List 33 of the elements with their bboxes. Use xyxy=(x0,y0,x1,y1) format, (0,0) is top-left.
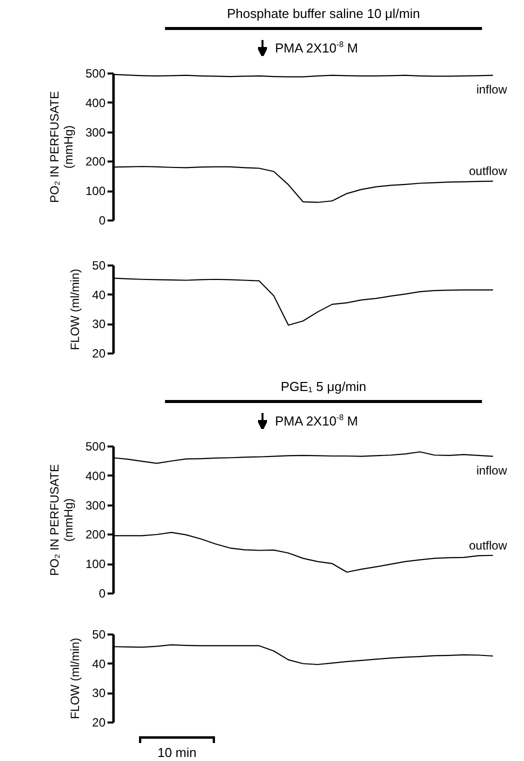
y-axis-title: PO₂ IN PERFUSATE (mmHg) xyxy=(47,464,76,576)
y-tick-label: 300 xyxy=(85,498,106,512)
y-tick-label: 400 xyxy=(85,468,106,483)
y-axis-title: FLOW (ml/min) xyxy=(68,638,82,720)
series-label: outflow xyxy=(468,538,508,552)
y-tick-label: 50 xyxy=(92,628,106,642)
y-tick-label: 0 xyxy=(98,586,106,600)
y-axis-title: FLOW (ml/min) xyxy=(68,268,82,350)
y-tick-label: 30 xyxy=(92,317,106,332)
text: PMA 2X10$^{-8}$ M xyxy=(275,413,358,429)
series-label: inflow xyxy=(476,463,508,478)
y-tick-label: 50 xyxy=(92,258,106,272)
text: PMA 2X10$^{-8}$ M xyxy=(275,40,358,56)
y-axis-title: PO₂ IN PERFUSATE (mmHg) xyxy=(47,91,76,203)
y-tick-label: 20 xyxy=(92,716,106,730)
y-tick-label: 200 xyxy=(85,154,106,169)
y-tick-label: 300 xyxy=(85,125,106,140)
y-tick-label: 500 xyxy=(85,440,106,454)
y-tick-label: 20 xyxy=(92,346,106,360)
y-tick-label: 100 xyxy=(85,557,106,572)
y-tick-label: 100 xyxy=(85,184,106,198)
y-tick-label: 40 xyxy=(92,656,106,671)
y-tick-label: 400 xyxy=(85,96,106,110)
chart-title: PGE₁ 5 μg/min xyxy=(280,379,368,394)
x-axis-title: 10 min xyxy=(156,745,198,760)
series-label: inflow xyxy=(476,82,508,96)
y-tick-label: 200 xyxy=(85,528,106,542)
chart-title: Phosphate buffer saline 10 μl/min xyxy=(226,6,421,21)
y-tick-label: 30 xyxy=(92,686,106,700)
series-label: outflow xyxy=(468,164,508,178)
y-tick-label: 500 xyxy=(85,66,106,80)
y-tick-label: 40 xyxy=(92,288,106,302)
y-tick-label: 0 xyxy=(98,214,106,228)
